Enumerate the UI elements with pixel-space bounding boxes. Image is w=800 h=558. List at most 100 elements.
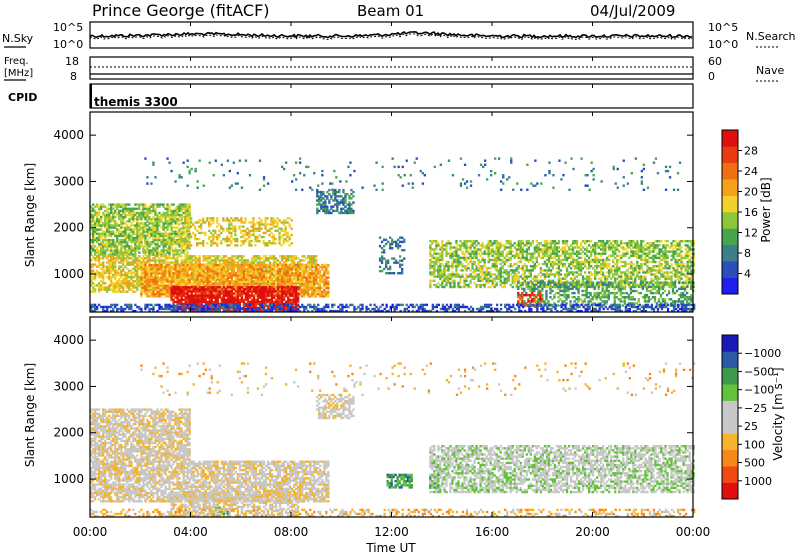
heatmap-cell bbox=[246, 234, 248, 236]
heatmap-cell bbox=[94, 220, 96, 222]
heatmap-cell bbox=[106, 214, 108, 216]
heatmap-cell bbox=[309, 276, 311, 278]
heatmap-cell bbox=[330, 197, 332, 199]
heatmap-cell bbox=[280, 228, 282, 230]
heatmap-cell bbox=[158, 261, 160, 263]
heatmap-cell bbox=[240, 230, 242, 232]
heatmap-cell bbox=[120, 235, 122, 237]
heatmap-cell bbox=[295, 264, 297, 266]
heatmap-cell bbox=[269, 281, 271, 283]
heatmap-cell bbox=[142, 249, 144, 251]
heatmap-cell bbox=[128, 280, 130, 282]
heatmap-cell bbox=[199, 297, 201, 299]
heatmap-cell bbox=[166, 237, 168, 239]
heatmap-cell bbox=[138, 224, 140, 226]
heatmap-cell bbox=[120, 272, 122, 274]
heatmap-cell bbox=[275, 286, 277, 288]
heatmap-cell bbox=[317, 287, 319, 289]
heatmap-cell bbox=[228, 221, 230, 223]
heatmap-cell bbox=[120, 214, 122, 216]
heatmap-cell bbox=[249, 288, 251, 290]
heatmap-cell bbox=[212, 234, 214, 236]
heatmap-cell bbox=[261, 294, 263, 296]
heatmap-cell bbox=[178, 268, 180, 270]
heatmap-cell bbox=[168, 268, 170, 270]
heatmap-cell bbox=[138, 231, 140, 233]
heatmap-cell bbox=[213, 276, 215, 278]
cpid-value: themis 3300 bbox=[94, 95, 178, 109]
heatmap-cell bbox=[152, 247, 154, 249]
heatmap-cell bbox=[246, 228, 248, 230]
heatmap-cell bbox=[122, 206, 124, 208]
heatmap-cell bbox=[439, 257, 441, 259]
heatmap-cell bbox=[195, 281, 197, 283]
heatmap-cell bbox=[142, 264, 144, 266]
heatmap-cell bbox=[120, 233, 122, 235]
heatmap-cell bbox=[275, 309, 277, 311]
heatmap-cell bbox=[154, 283, 156, 285]
heatmap-cell bbox=[209, 288, 211, 290]
heatmap-cell bbox=[181, 286, 183, 288]
heatmap-cell bbox=[164, 239, 166, 241]
heatmap-cell bbox=[110, 210, 112, 212]
heatmap-cell bbox=[228, 240, 230, 242]
heatmap-cell bbox=[441, 280, 443, 282]
heatmap-cell bbox=[214, 236, 216, 238]
heatmap-cell bbox=[170, 276, 172, 278]
heatmap-cell bbox=[205, 283, 207, 285]
heatmap-cell bbox=[150, 220, 152, 222]
heatmap-cell bbox=[237, 294, 239, 296]
heatmap-cell bbox=[100, 274, 102, 276]
heatmap-cell bbox=[217, 264, 219, 266]
heatmap-cell bbox=[431, 257, 433, 259]
heatmap-cell bbox=[435, 263, 437, 265]
heatmap-cell bbox=[96, 237, 98, 239]
heatmap-cell bbox=[106, 266, 108, 268]
heatmap-cell bbox=[271, 270, 273, 272]
heatmap-cell bbox=[283, 297, 285, 299]
heatmap-cell bbox=[162, 226, 164, 228]
heatmap-cell bbox=[172, 233, 174, 235]
heatmap-cell bbox=[267, 301, 269, 303]
heatmap-cell bbox=[96, 222, 98, 224]
heatmap-cell bbox=[293, 294, 295, 296]
heatmap-cell bbox=[166, 212, 168, 214]
heatmap-cell bbox=[429, 253, 431, 255]
heatmap-cell bbox=[224, 238, 226, 240]
heatmap-cell bbox=[199, 272, 201, 274]
heatmap-cell bbox=[301, 291, 303, 293]
heatmap-cell bbox=[439, 269, 441, 271]
heatmap-cell bbox=[240, 236, 242, 238]
heatmap-cell bbox=[289, 217, 291, 219]
heatmap-cell bbox=[168, 243, 170, 245]
heatmap-cell bbox=[124, 203, 126, 205]
heatmap-cell bbox=[249, 274, 251, 276]
heatmap-cell bbox=[233, 285, 235, 287]
heatmap-cell bbox=[146, 224, 148, 226]
heatmap-cell bbox=[225, 261, 227, 263]
heatmap-cell bbox=[200, 219, 202, 221]
heatmap-cell bbox=[124, 257, 126, 259]
heatmap-cell bbox=[140, 281, 142, 283]
heatmap-cell bbox=[187, 206, 189, 208]
heatmap-cell bbox=[148, 206, 150, 208]
heatmap-cell bbox=[212, 238, 214, 240]
heatmap-cell bbox=[245, 272, 247, 274]
heatmap-cell bbox=[154, 255, 156, 257]
heatmap-cell bbox=[214, 232, 216, 234]
heatmap-cell bbox=[319, 295, 321, 297]
heatmap-cell bbox=[326, 195, 328, 197]
heatmap-cell bbox=[104, 210, 106, 212]
heatmap-cell bbox=[213, 288, 215, 290]
heatmap-cell bbox=[395, 260, 397, 262]
heatmap-cell bbox=[273, 268, 275, 270]
heatmap-cell bbox=[168, 237, 170, 239]
heatmap-cell bbox=[303, 293, 305, 295]
heatmap-cell bbox=[194, 228, 196, 230]
heatmap-cell bbox=[154, 214, 156, 216]
heatmap-cell bbox=[174, 208, 176, 210]
heatmap-cell bbox=[102, 276, 104, 278]
heatmap-cell bbox=[130, 284, 132, 286]
heatmap-cell bbox=[106, 222, 108, 224]
heatmap-cell bbox=[136, 233, 138, 235]
